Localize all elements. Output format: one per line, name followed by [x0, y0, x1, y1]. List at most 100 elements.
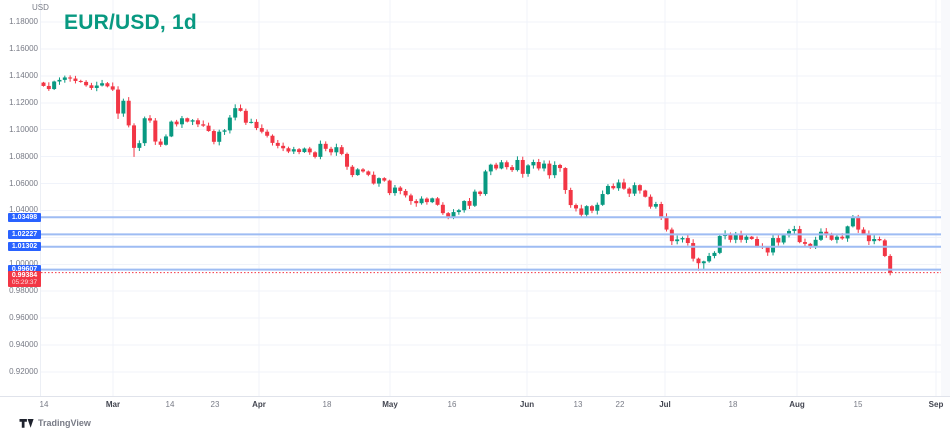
candle-up[interactable]: [712, 252, 717, 256]
candle-down[interactable]: [627, 188, 632, 194]
candle-down[interactable]: [685, 238, 690, 244]
candle-down[interactable]: [797, 229, 802, 243]
candle-down[interactable]: [877, 239, 882, 241]
candle-up[interactable]: [291, 149, 296, 152]
candle-up[interactable]: [632, 185, 637, 194]
candle-up[interactable]: [600, 194, 605, 205]
candle-down[interactable]: [446, 213, 451, 217]
alert-price-badge[interactable]: 1.02227: [8, 229, 41, 239]
candle-up[interactable]: [744, 236, 749, 240]
alert-price-badge[interactable]: 0.99607: [8, 265, 41, 275]
candle-up[interactable]: [137, 143, 142, 148]
candle-up[interactable]: [818, 231, 823, 240]
candle-down[interactable]: [749, 236, 754, 239]
candle-down[interactable]: [808, 243, 813, 248]
candle-down[interactable]: [424, 198, 429, 203]
candle-down[interactable]: [664, 216, 669, 230]
candle-up[interactable]: [872, 239, 877, 242]
candle-up[interactable]: [94, 85, 99, 88]
candle-down[interactable]: [510, 167, 515, 171]
candle-down[interactable]: [408, 195, 413, 202]
candle-down[interactable]: [201, 124, 206, 126]
candle-down[interactable]: [329, 148, 334, 153]
candle-up[interactable]: [717, 236, 722, 253]
candle-down[interactable]: [563, 168, 568, 190]
candle-up[interactable]: [163, 136, 168, 145]
current-price-badge[interactable]: 0.99384 05:29:37: [8, 271, 41, 288]
candle-up[interactable]: [792, 229, 797, 231]
candle-up[interactable]: [100, 83, 105, 86]
candle-up[interactable]: [845, 226, 850, 239]
alert-price-badge[interactable]: 1.03498: [8, 212, 41, 222]
candle-down[interactable]: [669, 229, 674, 242]
candle-up[interactable]: [302, 148, 307, 153]
candle-up[interactable]: [701, 261, 706, 264]
candle-down[interactable]: [73, 78, 78, 81]
candle-up[interactable]: [169, 121, 174, 137]
candle-up[interactable]: [781, 235, 786, 243]
candle-down[interactable]: [148, 118, 152, 121]
candle-up[interactable]: [531, 162, 536, 166]
candle-up[interactable]: [552, 164, 557, 176]
candle-down[interactable]: [755, 239, 760, 247]
candle-up[interactable]: [62, 77, 67, 80]
candle-up[interactable]: [392, 187, 397, 194]
candle-down[interactable]: [254, 121, 259, 129]
candle-up[interactable]: [376, 178, 381, 184]
candle-down[interactable]: [185, 118, 190, 122]
candle-down[interactable]: [728, 234, 733, 240]
candle-down[interactable]: [435, 198, 440, 205]
candle-up[interactable]: [499, 162, 504, 169]
candle-up[interactable]: [483, 171, 488, 195]
candle-up[interactable]: [850, 217, 855, 227]
candle-down[interactable]: [78, 80, 83, 82]
candle-up[interactable]: [813, 239, 818, 248]
candle-down[interactable]: [297, 149, 302, 153]
candle-up[interactable]: [249, 121, 254, 123]
candle-down[interactable]: [866, 234, 871, 242]
candle-up[interactable]: [834, 236, 839, 240]
candle-down[interactable]: [536, 162, 541, 169]
candle-up[interactable]: [675, 239, 680, 242]
candle-up[interactable]: [787, 230, 791, 236]
candle-up[interactable]: [462, 201, 467, 211]
candle-up[interactable]: [584, 206, 589, 215]
candle-down[interactable]: [691, 243, 696, 259]
candle-up[interactable]: [419, 198, 424, 204]
candle-down[interactable]: [46, 85, 51, 90]
candle-down[interactable]: [281, 145, 286, 149]
candle-up[interactable]: [605, 185, 610, 195]
candle-down[interactable]: [307, 148, 312, 153]
candle-down[interactable]: [126, 100, 131, 126]
candle-down[interactable]: [659, 204, 664, 217]
candle-up[interactable]: [217, 131, 222, 142]
candle-down[interactable]: [558, 164, 563, 169]
candle-up[interactable]: [334, 147, 339, 153]
candle-down[interactable]: [504, 162, 509, 168]
candle-up[interactable]: [430, 198, 435, 203]
candle-up[interactable]: [707, 255, 712, 262]
candle-up[interactable]: [595, 204, 600, 211]
candle-down[interactable]: [323, 143, 328, 149]
candle-up[interactable]: [318, 143, 323, 157]
candle-down[interactable]: [403, 190, 408, 196]
candle-down[interactable]: [350, 166, 355, 176]
candle-down[interactable]: [739, 234, 744, 240]
candle-down[interactable]: [105, 83, 110, 87]
candle-up[interactable]: [616, 182, 621, 189]
candle-down[interactable]: [478, 191, 483, 195]
candle-down[interactable]: [547, 163, 552, 176]
candle-up[interactable]: [733, 234, 738, 240]
candle-up[interactable]: [488, 164, 493, 172]
candle-up[interactable]: [456, 210, 461, 213]
candle-down[interactable]: [89, 85, 94, 88]
candle-down[interactable]: [589, 206, 594, 211]
candle-down[interactable]: [206, 125, 211, 132]
candle-down[interactable]: [520, 159, 525, 174]
candle-down[interactable]: [611, 185, 616, 189]
candle-down[interactable]: [158, 141, 163, 145]
candle-down[interactable]: [345, 153, 350, 167]
candle-down[interactable]: [648, 196, 653, 207]
candle-up[interactable]: [52, 81, 57, 90]
candle-down[interactable]: [211, 131, 216, 142]
